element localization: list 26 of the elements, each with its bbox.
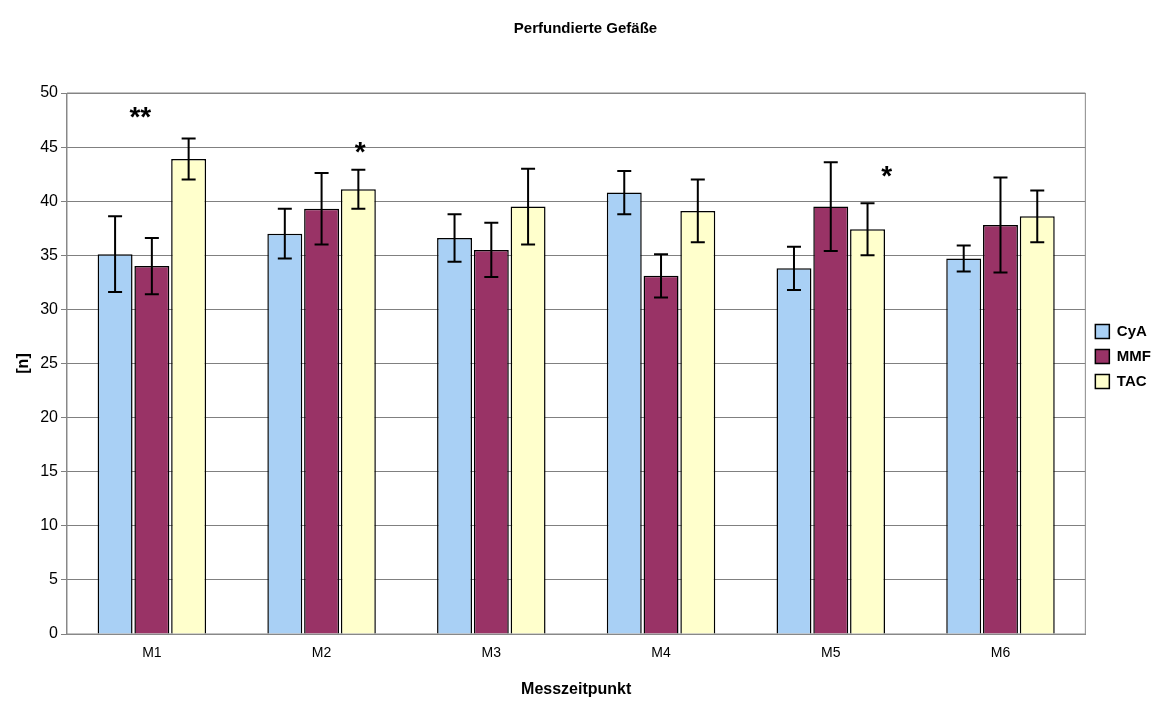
x-tick-label: M1 <box>142 644 162 661</box>
legend-label: CyA <box>1116 321 1148 339</box>
y-tick-label: 45 <box>40 137 59 155</box>
y-tick-label: 5 <box>49 570 59 588</box>
y-axis-title: [n] <box>14 353 32 374</box>
y-tick-label: 35 <box>40 245 59 263</box>
y-tick-label: 50 <box>40 83 59 101</box>
y-tick-label: 10 <box>40 516 59 534</box>
annotation: ** <box>129 100 152 132</box>
x-tick-label: M3 <box>481 644 502 661</box>
x-tick-label: M4 <box>651 644 671 661</box>
legend-label: TAC <box>1116 371 1147 389</box>
legend-label: MMF <box>1116 346 1151 364</box>
x-tick-label: M2 <box>311 644 332 661</box>
annotation: * <box>881 160 893 192</box>
y-tick-label: 20 <box>40 408 59 426</box>
y-tick-label: 0 <box>49 624 59 642</box>
chart-title: Perfundierte Gefäße <box>513 19 658 37</box>
y-tick-label: 30 <box>40 299 59 317</box>
y-tick-label: 15 <box>40 462 59 480</box>
x-tick-label: M6 <box>990 644 1011 661</box>
annotation: * <box>354 135 366 167</box>
y-tick-label: 40 <box>40 191 59 209</box>
y-tick-label: 25 <box>40 353 59 371</box>
x-tick-label: M5 <box>821 644 841 661</box>
x-axis-title: Messzeitpunkt <box>521 679 632 697</box>
